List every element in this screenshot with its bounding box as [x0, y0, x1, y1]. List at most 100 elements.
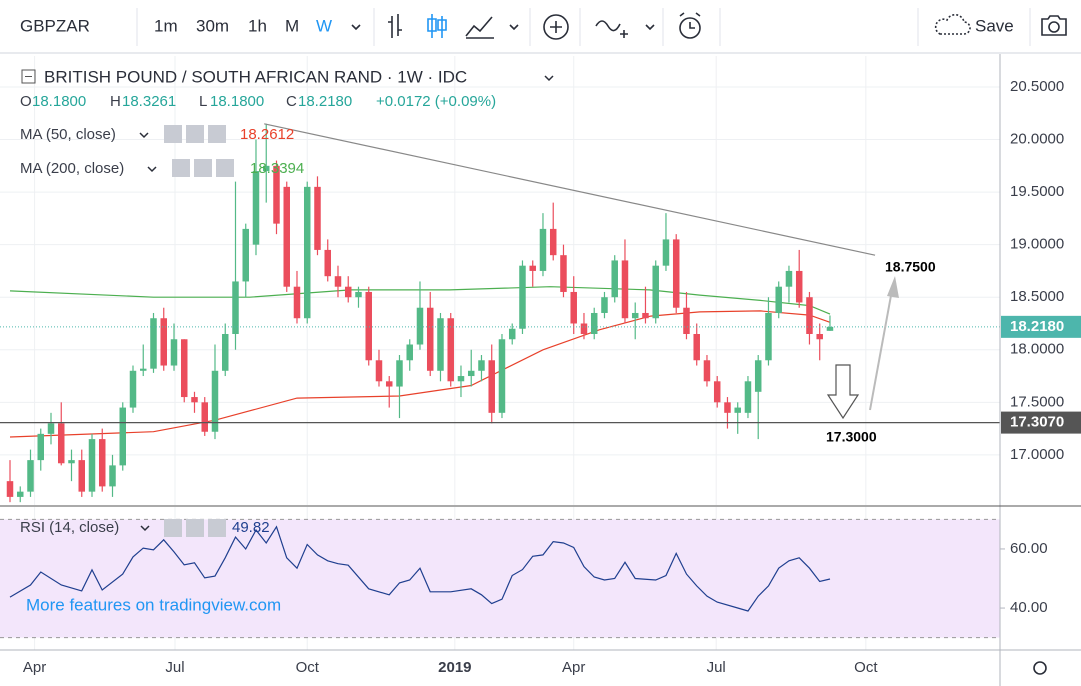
drawings: 18.7500 17.3000	[826, 259, 936, 445]
candle-body	[344, 286, 352, 298]
area-icon[interactable]	[465, 16, 494, 39]
ohlc-value: 18.2180	[298, 93, 352, 110]
visibility-icon[interactable]	[172, 159, 190, 177]
candle-body	[365, 291, 372, 361]
candle-body	[703, 360, 711, 382]
ma-legend-value: 18.2612	[240, 126, 294, 143]
bars-icon[interactable]	[388, 14, 402, 38]
candle-body	[252, 171, 260, 245]
y-tick-label: 17.5000	[1010, 393, 1064, 410]
symbol[interactable]: GBPZAR	[20, 16, 90, 35]
up-arrow-head	[887, 276, 899, 298]
candle-body	[590, 312, 598, 334]
interval[interactable]: 1h	[248, 16, 267, 35]
settings-icon[interactable]	[1033, 661, 1047, 675]
remove-icon[interactable]	[208, 125, 226, 143]
interval[interactable]: 30m	[196, 16, 229, 35]
candle-body	[488, 360, 495, 413]
candle-body	[631, 312, 639, 319]
cloud-icon[interactable]	[934, 14, 971, 35]
ohlc-value: 18.3261	[122, 93, 176, 110]
visibility-icon[interactable]	[164, 519, 182, 537]
candle-body	[806, 297, 813, 334]
chevron[interactable]	[645, 24, 655, 31]
candle-body	[180, 339, 188, 398]
candles-icon[interactable]	[427, 14, 447, 38]
candle-body	[508, 328, 516, 340]
alert-icon[interactable]	[679, 17, 701, 39]
candle-body	[734, 407, 741, 413]
x-tick-label: 2019	[438, 659, 471, 676]
x-tick-label: Oct	[296, 659, 320, 676]
ohlc-label: C	[286, 93, 297, 110]
rsi-legend-value: 49.82	[232, 519, 270, 536]
candle-body	[119, 407, 126, 466]
x-tick-label: Jul	[707, 659, 726, 676]
candle-body	[58, 423, 65, 464]
add-indicator-icon[interactable]	[543, 14, 569, 40]
settings-icon[interactable]	[186, 125, 204, 143]
down-arrow	[826, 364, 860, 420]
candle-body	[580, 323, 588, 334]
y-tick-label: 20.5000	[1010, 78, 1064, 95]
candle-body	[478, 360, 485, 371]
candle-body	[549, 228, 557, 256]
x-tick-label: Oct	[854, 659, 878, 676]
remove-icon[interactable]	[208, 519, 226, 537]
save-button[interactable]: Save	[975, 16, 1014, 35]
y-tick-label: 18.5000	[1010, 288, 1064, 305]
candle-body	[498, 339, 506, 413]
y-tick-label: 17.0000	[1010, 446, 1064, 463]
visibility-icon[interactable]	[164, 125, 182, 143]
interval[interactable]: 1m	[154, 16, 178, 35]
chevron[interactable]	[509, 24, 519, 31]
candle-body	[129, 370, 137, 408]
candle-body	[170, 339, 178, 366]
candle-body	[795, 270, 803, 303]
remove-icon[interactable]	[216, 159, 234, 177]
ohlc-value: 18.1800	[32, 93, 86, 110]
x-tick-label: Jul	[165, 659, 184, 676]
watermark[interactable]: More features on tradingview.com	[26, 595, 281, 614]
interval[interactable]: M	[285, 16, 299, 35]
rsi-band	[0, 519, 1000, 638]
candle-body	[467, 370, 475, 377]
ma-legend-value: 18.3394	[250, 160, 304, 177]
candle-body	[68, 460, 75, 464]
interval-active[interactable]: W	[316, 16, 332, 35]
y-tick-label: 20.0000	[1010, 131, 1064, 148]
up-arrow-shaft	[869, 289, 893, 411]
level-price-box	[1001, 411, 1081, 434]
compare-icon[interactable]	[595, 20, 628, 38]
candle-body	[621, 260, 629, 319]
settings-icon[interactable]	[194, 159, 212, 177]
candle-body	[314, 186, 321, 250]
target-label: 18.7500	[885, 259, 936, 275]
y-tick-label: 60.00	[1010, 540, 1048, 557]
chevron[interactable]	[544, 75, 554, 82]
y-tick-label: 18.0000	[1010, 341, 1064, 358]
candle-body	[324, 249, 331, 277]
settings-icon[interactable]	[186, 519, 204, 537]
candle-body	[437, 318, 444, 371]
candle-body	[754, 360, 762, 392]
ohlc-label: H	[110, 93, 121, 110]
y-tick-label: 19.5000	[1010, 183, 1064, 200]
camera-icon[interactable]	[1041, 15, 1067, 36]
candle-body	[713, 381, 721, 403]
chevron[interactable]	[140, 525, 150, 532]
level-price-label: 17.3070	[1010, 414, 1064, 431]
chevron[interactable]	[139, 132, 149, 139]
candle-body	[693, 333, 700, 361]
chevron[interactable]	[351, 24, 361, 31]
chevron[interactable]	[147, 166, 157, 173]
change: +0.0172 (+0.09%)	[376, 93, 496, 110]
candle-body	[221, 333, 229, 371]
toolbar: GBPZAR 1m 30m 1h M W Save	[0, 8, 1081, 54]
candle-body	[303, 186, 311, 319]
rsi-line	[9, 525, 831, 612]
collapse-icon[interactable]	[21, 69, 36, 84]
candle-body	[262, 165, 270, 172]
ohlc-label: L	[199, 93, 207, 110]
candle-body	[611, 260, 618, 298]
